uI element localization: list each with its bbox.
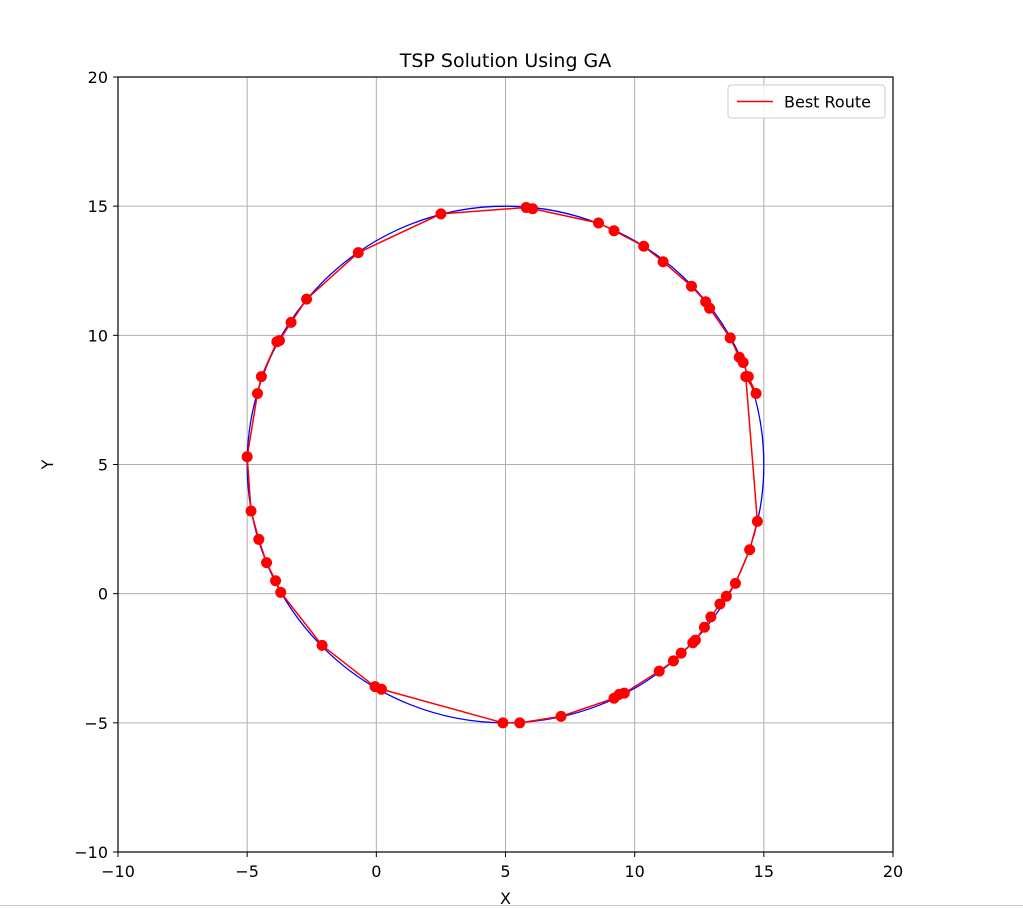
- legend: Best Route: [727, 84, 886, 119]
- x-tick-label: 0: [371, 862, 381, 881]
- y-tick-label: 0: [98, 585, 108, 604]
- chart-title: TSP Solution Using GA: [399, 50, 612, 72]
- x-tick-label: 10: [624, 862, 644, 881]
- city-point: [698, 621, 710, 633]
- city-point: [435, 208, 447, 220]
- city-point: [270, 575, 282, 587]
- city-point: [555, 710, 567, 722]
- city-point: [271, 336, 283, 348]
- x-tick-label: 15: [754, 862, 774, 881]
- y-tick-label: −5: [84, 714, 108, 733]
- city-point: [638, 240, 650, 252]
- legend-label-best-route: Best Route: [784, 93, 871, 112]
- city-point: [744, 544, 756, 556]
- y-tick-label: 5: [98, 456, 108, 475]
- city-point: [653, 665, 665, 677]
- city-point: [700, 296, 712, 308]
- city-point: [520, 201, 532, 213]
- city-point: [316, 639, 328, 651]
- city-point: [352, 247, 364, 259]
- x-tick-label: −10: [101, 862, 135, 881]
- city-point: [376, 683, 387, 695]
- city-point: [593, 217, 604, 229]
- plot-area: [241, 201, 765, 729]
- city-point: [720, 590, 732, 602]
- window-bottom-border: [0, 905, 1023, 906]
- city-point: [751, 515, 763, 527]
- city-point: [241, 451, 253, 463]
- city-point: [742, 371, 754, 383]
- y-axis-title: Y: [38, 459, 57, 470]
- city-point: [750, 387, 762, 399]
- city-point: [301, 293, 313, 305]
- city-point: [729, 577, 741, 589]
- city-point: [497, 717, 509, 729]
- y-tick-label: 10: [88, 326, 108, 345]
- city-point: [733, 351, 745, 363]
- city-point: [275, 586, 287, 598]
- legend-box: [727, 84, 886, 119]
- x-axis-title: X: [500, 889, 511, 908]
- city-point: [245, 505, 257, 517]
- city-point: [255, 371, 267, 383]
- city-point: [689, 634, 701, 646]
- city-point: [724, 332, 736, 344]
- city-point: [261, 557, 273, 569]
- y-tick-label: 20: [88, 68, 108, 87]
- city-point: [686, 280, 697, 292]
- city-point: [608, 225, 620, 237]
- x-tick-label: −5: [235, 862, 259, 881]
- city-point: [705, 611, 717, 623]
- city-point: [514, 717, 526, 729]
- city-point: [252, 387, 263, 399]
- city-point: [667, 655, 679, 667]
- city-point: [285, 316, 297, 328]
- x-tick-label: 20: [883, 862, 903, 881]
- y-tick-label: −10: [74, 843, 108, 862]
- x-tick-label: 5: [500, 862, 510, 881]
- city-point: [253, 533, 265, 545]
- city-point: [618, 687, 630, 699]
- city-point: [657, 256, 669, 268]
- city-point: [675, 647, 687, 659]
- axis-ticks: −10 −5 0 5 10 15 20 −10 −5 0 5 10 15 20: [74, 68, 903, 881]
- y-tick-label: 15: [88, 197, 108, 216]
- city-point: [714, 598, 726, 610]
